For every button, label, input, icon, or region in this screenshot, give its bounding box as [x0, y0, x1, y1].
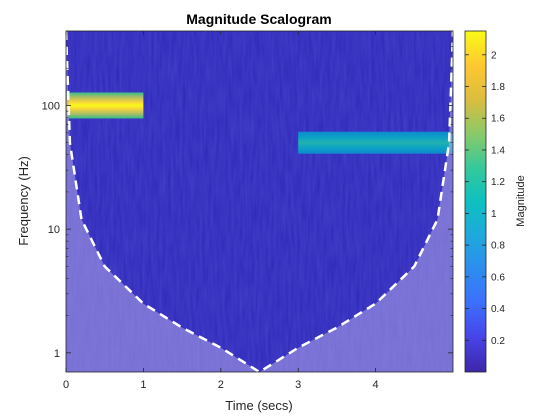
colorbar-tick-label: 0.4: [491, 304, 505, 315]
y-axis-label: Frequency (Hz): [16, 156, 31, 246]
y-tick-label: 10: [48, 224, 60, 236]
x-tick-label: 3: [295, 379, 301, 391]
chart-title: Magnitude Scalogram: [186, 11, 331, 27]
y-axis: 1 10 100: [42, 30, 453, 360]
plot-frame: [65, 30, 454, 373]
x-axis-label: Time (secs): [225, 398, 292, 413]
y-tick-label: 100: [42, 100, 60, 112]
colorbar-tick-label: 1.4: [491, 145, 505, 156]
plot-area: [64, 30, 455, 374]
x-tick-label: 4: [373, 379, 379, 391]
scalogram-tone-1: [66, 92, 144, 119]
colorbar-tick-label: 0.6: [491, 272, 505, 283]
colorbar-tick-label: 0.8: [491, 241, 505, 252]
colorbar-tick-label: 2: [491, 50, 497, 61]
cone-of-influence-boundary: [64, 30, 455, 374]
colorbar-tick-label: 1: [491, 209, 497, 220]
colorbar-tick-label: 1.6: [491, 114, 505, 125]
colorbar-tick-label: 1.8: [491, 82, 505, 93]
x-tick-label: 2: [218, 379, 224, 391]
scalogram-tone-2: [298, 131, 453, 154]
x-tick-label: 1: [140, 379, 146, 391]
colorbar-gradient: [464, 30, 487, 373]
x-tick-label: 0: [63, 379, 69, 391]
cone-of-influence-shade: [66, 31, 453, 372]
colorbar: 0.2 0.4 0.6 0.8 1 1.2 1.4 1.6 1.8 2 Magnitude: [464, 30, 527, 373]
colorbar-label: Magnitude: [515, 175, 527, 226]
colorbar-tick-label: 0.2: [491, 336, 505, 347]
y-tick-label: 1: [54, 348, 60, 360]
x-axis: 0 1 2 3 4: [63, 31, 379, 391]
colorbar-tick-label: 1.2: [491, 177, 505, 188]
